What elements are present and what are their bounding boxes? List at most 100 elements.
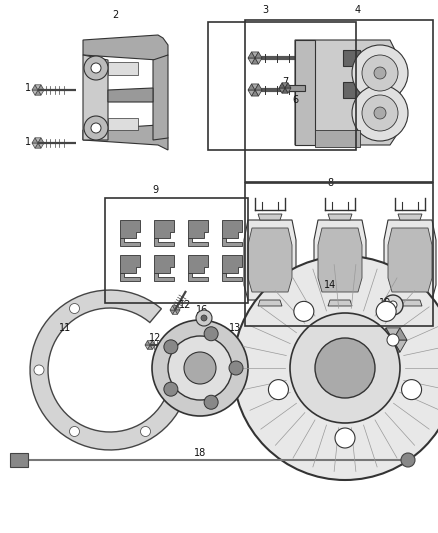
Text: 11: 11 [59, 323, 71, 333]
Polygon shape [258, 214, 282, 220]
Polygon shape [251, 58, 258, 64]
Circle shape [294, 301, 314, 321]
Polygon shape [255, 58, 262, 64]
Circle shape [374, 67, 386, 79]
Polygon shape [154, 220, 174, 238]
Polygon shape [170, 376, 175, 380]
Text: 1: 1 [25, 137, 31, 147]
Polygon shape [35, 138, 41, 143]
Circle shape [352, 85, 408, 141]
Polygon shape [32, 138, 38, 143]
Polygon shape [175, 380, 180, 384]
Polygon shape [222, 220, 242, 238]
Circle shape [168, 336, 232, 400]
Polygon shape [32, 90, 38, 95]
Polygon shape [108, 62, 138, 75]
Circle shape [91, 63, 101, 73]
Polygon shape [279, 83, 285, 88]
Circle shape [229, 361, 243, 375]
Text: 3: 3 [262, 5, 268, 15]
Polygon shape [222, 273, 242, 281]
Circle shape [335, 428, 355, 448]
Polygon shape [255, 90, 262, 96]
Polygon shape [173, 376, 177, 380]
Circle shape [84, 56, 108, 80]
Polygon shape [83, 125, 168, 150]
Circle shape [290, 313, 400, 423]
Polygon shape [120, 238, 140, 246]
Polygon shape [188, 255, 208, 273]
Polygon shape [120, 220, 140, 238]
Polygon shape [384, 220, 436, 300]
Circle shape [196, 310, 212, 326]
Polygon shape [318, 228, 362, 292]
Polygon shape [398, 300, 422, 306]
Text: 4: 4 [355, 5, 361, 15]
Text: 14: 14 [324, 280, 336, 290]
Polygon shape [30, 290, 185, 450]
Polygon shape [35, 85, 41, 90]
Polygon shape [343, 82, 360, 98]
Polygon shape [83, 55, 108, 140]
Polygon shape [154, 255, 174, 273]
Polygon shape [282, 83, 288, 88]
Text: 18: 18 [194, 448, 206, 458]
Bar [245, 183, 433, 326]
Circle shape [204, 395, 218, 409]
Text: 10: 10 [379, 298, 391, 308]
Polygon shape [248, 52, 255, 58]
Polygon shape [328, 214, 352, 220]
Polygon shape [282, 88, 288, 93]
Text: 12: 12 [179, 370, 191, 380]
Circle shape [401, 453, 415, 467]
Text: 2: 2 [112, 10, 118, 20]
Text: 13: 13 [229, 323, 241, 333]
Polygon shape [379, 328, 393, 340]
Polygon shape [222, 255, 242, 273]
Circle shape [268, 379, 289, 400]
Circle shape [184, 352, 216, 384]
Circle shape [352, 45, 408, 101]
Polygon shape [38, 138, 44, 143]
Polygon shape [379, 340, 393, 352]
Polygon shape [120, 255, 140, 273]
Polygon shape [170, 310, 175, 314]
Polygon shape [145, 341, 150, 345]
Polygon shape [170, 305, 175, 310]
Bar [208, 22, 356, 150]
Text: 12: 12 [179, 300, 191, 310]
Polygon shape [188, 273, 208, 281]
Circle shape [389, 301, 397, 309]
Polygon shape [173, 380, 177, 384]
Polygon shape [295, 40, 315, 145]
Circle shape [91, 123, 101, 133]
Polygon shape [315, 130, 360, 147]
Circle shape [374, 107, 386, 119]
Text: 1: 1 [25, 83, 31, 93]
Circle shape [402, 379, 421, 400]
Polygon shape [251, 90, 258, 96]
Polygon shape [150, 345, 155, 349]
Polygon shape [248, 58, 255, 64]
Text: 12: 12 [149, 333, 161, 343]
Polygon shape [248, 84, 255, 90]
Polygon shape [83, 35, 168, 60]
Polygon shape [386, 340, 400, 352]
Polygon shape [258, 300, 282, 306]
Polygon shape [32, 85, 38, 90]
Circle shape [387, 334, 399, 346]
Circle shape [70, 303, 80, 313]
Polygon shape [393, 340, 407, 352]
Text: 8: 8 [327, 178, 333, 188]
Polygon shape [10, 453, 28, 467]
Polygon shape [108, 88, 153, 102]
Polygon shape [153, 55, 168, 140]
Polygon shape [35, 143, 41, 148]
Text: 7: 7 [282, 77, 288, 87]
Bar [105, 198, 248, 303]
Text: 16: 16 [196, 305, 208, 315]
Polygon shape [120, 273, 140, 281]
Circle shape [164, 340, 178, 354]
Polygon shape [251, 84, 258, 90]
Circle shape [233, 256, 438, 480]
